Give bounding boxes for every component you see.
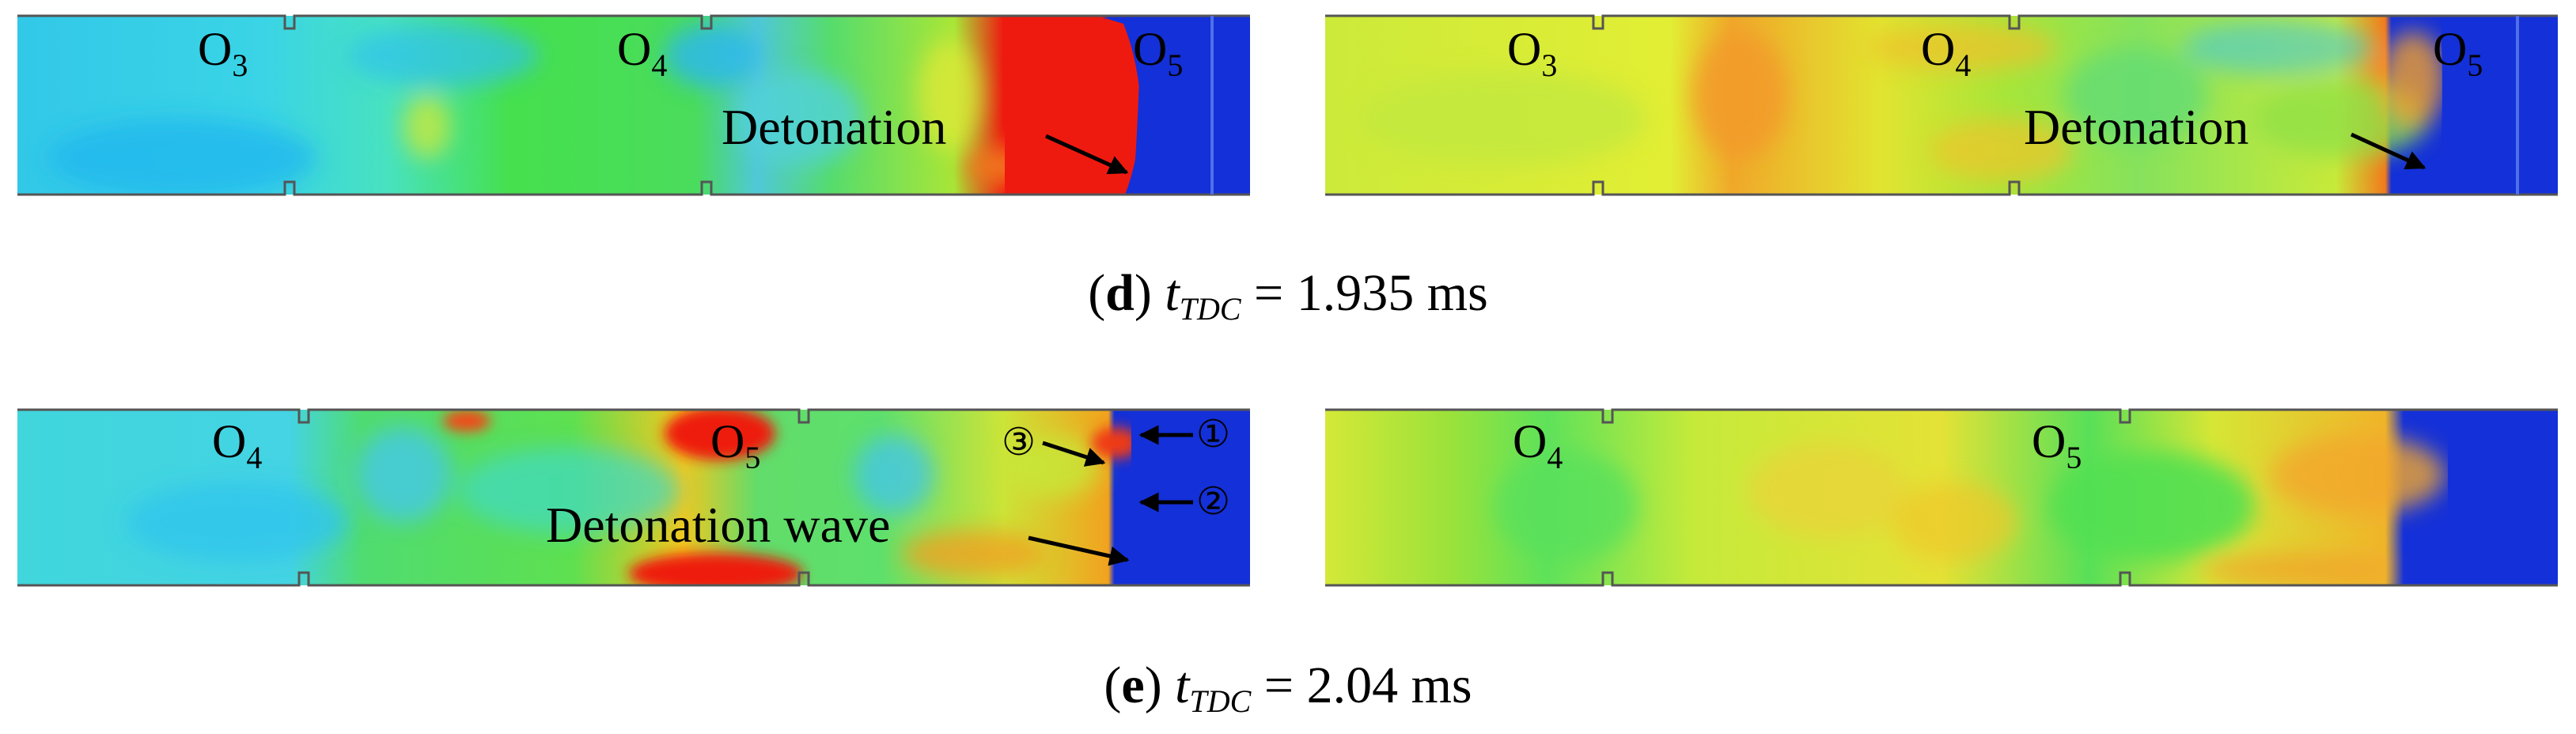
panel-e-right-labels: O4 O5	[1513, 415, 2082, 475]
port-label-o4: O4	[1513, 415, 1563, 475]
panel-e-left-labels: O4 O5 Detonation wave ③ ① ②	[212, 414, 1230, 566]
port-label-o3: O3	[1507, 23, 1557, 83]
annotation-detonation: Detonation	[2024, 99, 2248, 155]
marker-2: ②	[1196, 481, 1230, 523]
port-label-o4: O4	[1921, 23, 1971, 83]
port-label-o4: O4	[212, 415, 262, 475]
port-label-o3: O3	[198, 23, 248, 83]
panel-e-left-field	[17, 408, 1250, 587]
panel-e-right-field	[1325, 408, 2558, 587]
annotation-arrow	[1028, 535, 1130, 566]
panel-d-right-field	[1325, 14, 2558, 196]
panel-d-left-field	[17, 14, 1250, 196]
panel-d-left-labels: O3 O4 O5 Detonation	[198, 23, 1183, 175]
annotation-arrow	[1044, 134, 1129, 175]
caption-d: (d) tTDC = 1.935 ms	[1088, 264, 1488, 327]
port-label-o5: O5	[710, 415, 760, 475]
annotation-arrow	[2350, 132, 2426, 170]
port-label-o4: O4	[617, 23, 667, 83]
annotation-detonation-wave: Detonation wave	[546, 497, 890, 553]
marker-3: ③	[1002, 422, 1036, 463]
panel-d-right-labels: O3 O4 O5 Detonation	[1507, 23, 2483, 170]
caption-e: (e) tTDC = 2.04 ms	[1104, 656, 1472, 719]
port-label-o5: O5	[2032, 415, 2082, 475]
marker-1: ①	[1196, 414, 1230, 456]
annotation-detonation: Detonation	[722, 99, 946, 155]
port-label-o5: O5	[2433, 23, 2483, 83]
marker-3-arrow	[1042, 441, 1106, 467]
port-label-o5: O5	[1133, 23, 1183, 83]
